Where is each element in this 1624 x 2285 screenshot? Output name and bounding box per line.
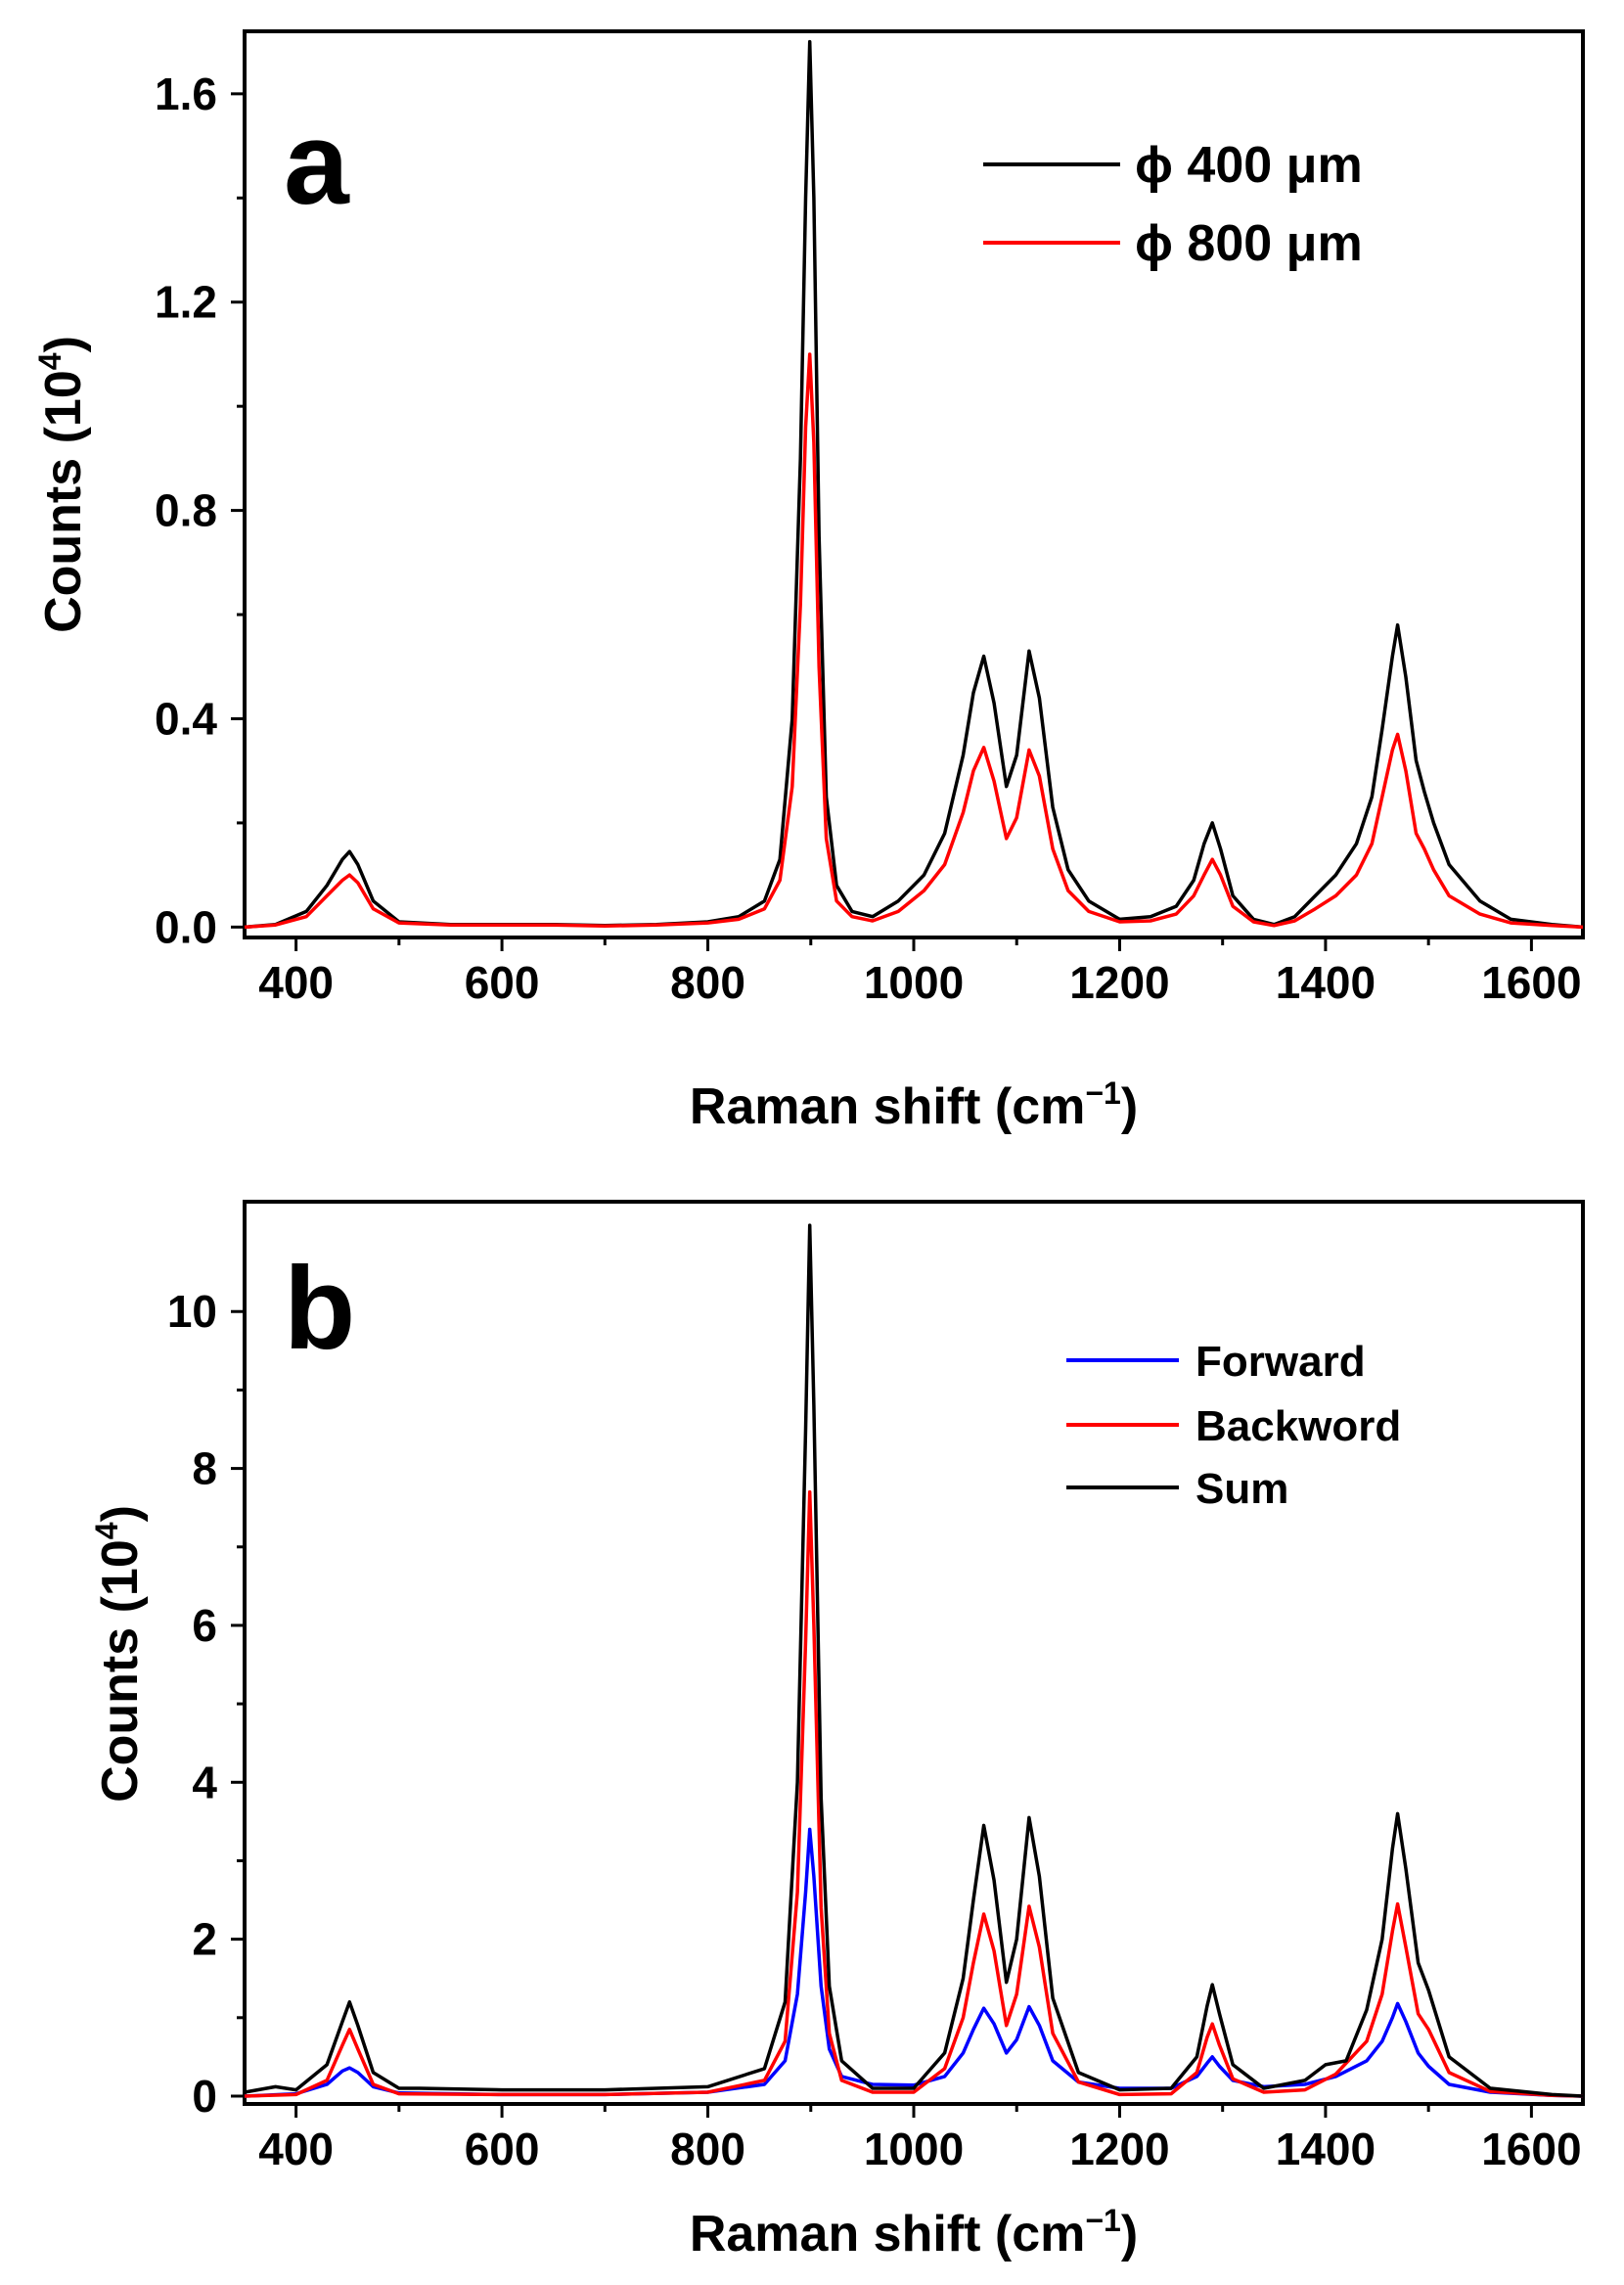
y-tick-label-a-3: 1.2 [155,277,217,328]
y-tick-label-b-3: 6 [192,1600,217,1651]
legend-label-b-1: Backword [1195,1402,1401,1450]
x-axis-title-b: Raman shift (cm−1) [690,2203,1138,2262]
panel-b: 400 600 800 1000 1200 1400 1600 0 2 4 6 8 10 b Forwa… [89,1200,1585,2262]
panel-label-a: a [284,98,350,229]
x-tick-label-b-5: 1400 [1276,2124,1376,2174]
series-group-a [244,39,1584,930]
x-tick-label-a-5: 1400 [1276,957,1376,1008]
y-tick-label-b-5: 10 [167,1286,217,1337]
x-tick-label-b-6: 1600 [1481,2124,1581,2174]
y-tick-label-b-1: 2 [192,1914,217,1965]
x-tick-label-b-4: 1200 [1069,2124,1169,2174]
y-tick-label-a-2: 0.8 [155,485,217,536]
y-axis-title-a: Counts (104) [32,336,92,633]
ticks-b: 400 600 800 1000 1200 1400 1600 0 2 4 6 8 10 [167,1286,1582,2174]
legend-b: Forward Backword Sum [1066,1338,1401,1513]
y-tick-label-b-2: 4 [192,1757,217,1807]
panel-a: 400 600 800 1000 1200 1400 1600 0.0 0.4 0.8 1.2 1.6… [32,29,1585,1135]
series-line-b-2 [244,1223,1584,2098]
series-line-a-1 [244,352,1584,930]
series-group-b [244,1223,1584,2098]
y-axis-title-b: Counts (104) [89,1505,149,1803]
y-tick-label-b-0: 0 [192,2071,217,2122]
x-tick-label-b-3: 1000 [864,2124,964,2174]
legend-a: ϕ 400 μm ϕ 800 μm [983,137,1363,272]
series-line-b-0 [244,1827,1584,2098]
y-tick-label-a-0: 0.0 [155,901,217,952]
legend-label-a-1: ϕ 800 μm [1135,215,1363,272]
x-tick-label-a-0: 400 [258,957,334,1008]
x-tick-label-a-3: 1000 [864,957,964,1008]
x-tick-label-b-0: 400 [258,2124,334,2174]
x-tick-label-a-1: 600 [465,957,540,1008]
plot-frame-b [243,1200,1585,2106]
x-tick-label-a-4: 1200 [1069,957,1169,1008]
y-tick-label-a-4: 1.6 [155,69,217,119]
ticks-a: 400 600 800 1000 1200 1400 1600 0.0 0.4 0.8 1.2 1.6 [155,69,1582,1008]
x-axis-title-a: Raman shift (cm−1) [690,1075,1138,1135]
y-tick-label-a-1: 0.4 [155,693,217,744]
legend-label-b-0: Forward [1195,1338,1366,1386]
x-tick-label-a-2: 800 [670,957,745,1008]
legend-label-b-2: Sum [1195,1465,1288,1513]
panel-label-b: b [284,1243,355,1374]
series-line-b-1 [244,1489,1584,2098]
x-tick-label-a-6: 1600 [1481,957,1581,1008]
legend-label-a-0: ϕ 400 μm [1135,137,1363,194]
x-tick-label-b-2: 800 [670,2124,745,2174]
y-tick-label-b-4: 8 [192,1443,217,1494]
x-tick-label-b-1: 600 [465,2124,540,2174]
